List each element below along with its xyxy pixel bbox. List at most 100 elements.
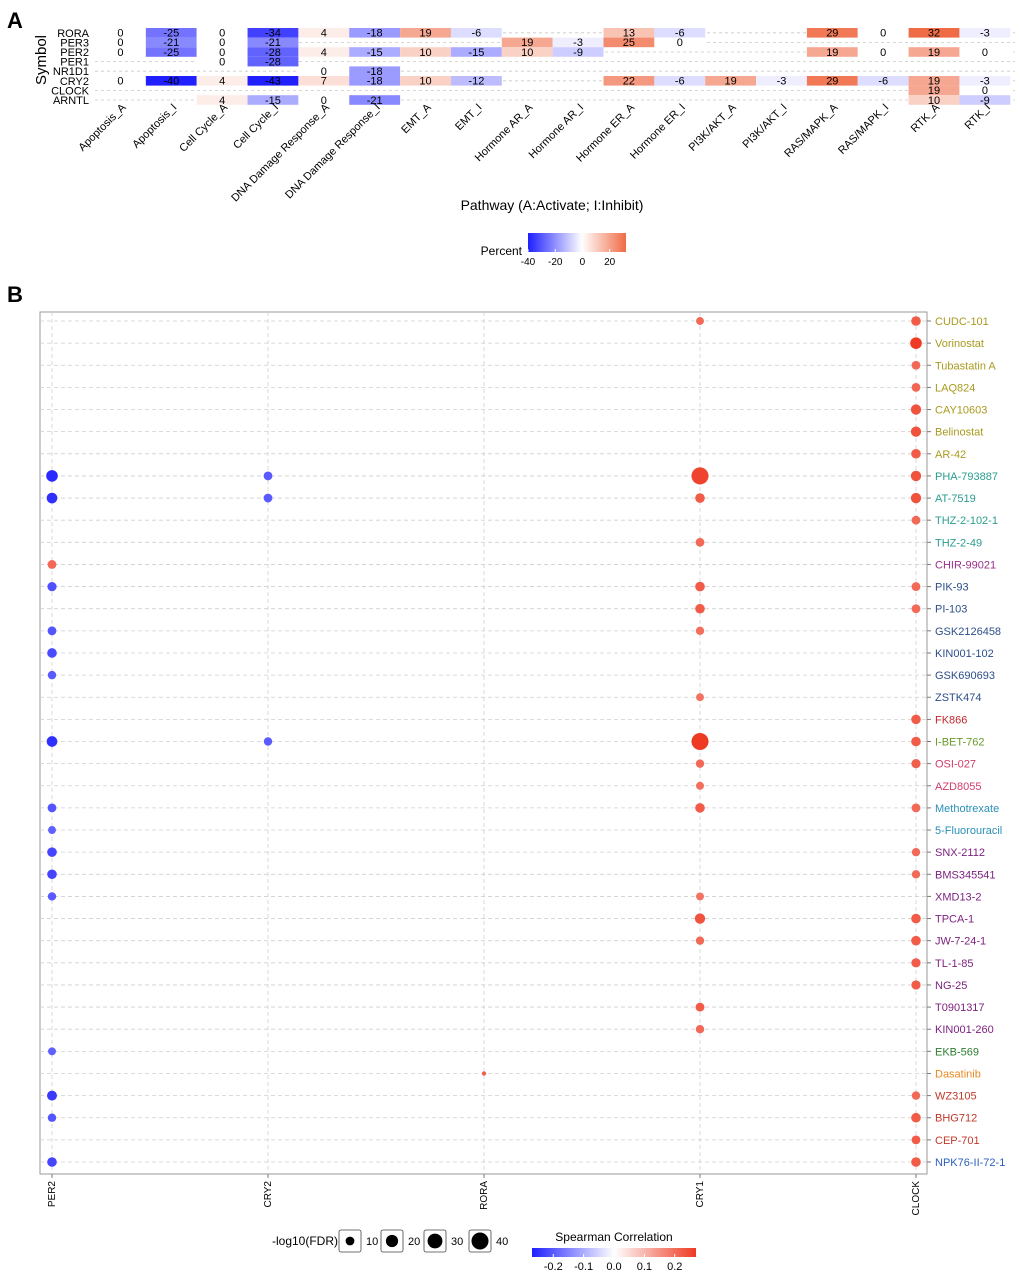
- heatmap-column-label-emt-a: EMT_A: [399, 101, 434, 136]
- heatmap-cell-cry2-cell-cycle-a: [196, 76, 248, 86]
- dotplot-drug-label-kin001-102: KIN001-102: [935, 648, 994, 660]
- heatmap-cell-value: 4: [219, 76, 225, 88]
- heatmap-cell-value: -6: [675, 76, 685, 88]
- heatmap-cell-rora-cell-cycle-i: [247, 28, 299, 38]
- dotplot-drug-label-ar-42: AR-42: [935, 449, 966, 461]
- heatmap-cell-per2-dna-damage-response-a: [298, 47, 350, 57]
- heatmap-cell-value: 19: [521, 37, 533, 49]
- heatmap-cell-clock-rtk-a: [908, 85, 960, 96]
- heatmap-column-label-emt-i: EMT_I: [453, 102, 484, 133]
- dotplot-gene-labels: PER2 CRY2 RORA CRY1 CLOCK: [47, 1174, 922, 1215]
- dotplot-point-clock-methotrexate: [911, 803, 921, 813]
- heatmap-cell-cry2-emt-i: [450, 76, 502, 86]
- dotplot-point-clock-ar-42: [911, 448, 921, 459]
- dotplot-drug-label-kin001-260: KIN001-260: [935, 1024, 994, 1036]
- dotplot-frame: [39, 311, 928, 1175]
- dotplot-point-per2-bhg712: [47, 1113, 57, 1122]
- dotplot-point-cry1-pi-103: [695, 603, 705, 614]
- dotplot-point-cry1-cudc-101: [696, 317, 704, 325]
- dotplot-point-clock-tl-1-85: [911, 958, 921, 968]
- size-legend-key-label: 30: [451, 1236, 463, 1248]
- dotplot-point-clock-bhg712: [911, 1112, 921, 1123]
- dotplot-point-cry1-tpca-1: [694, 913, 706, 924]
- heatmap-cell-cry2-hormone-er-a: [603, 76, 655, 86]
- size-legend-key-dot: [345, 1236, 355, 1246]
- heatmap-column-label-pi3k-akt-a: PI3K/AKT_A: [687, 101, 740, 154]
- correlation-legend-tick-label: 0.2: [667, 1261, 682, 1273]
- dotplot-drug-label-pha-793887: PHA-793887: [935, 471, 998, 483]
- dotplot-point-per2-wz3105: [47, 1090, 57, 1101]
- dotplot-drug-label-at-7519: AT-7519: [935, 493, 976, 505]
- heatmap-y-axis-title: Symbol: [33, 35, 50, 85]
- heatmap-row-label-clock: CLOCK: [51, 85, 90, 97]
- heatmap-cell-cry2-rtk-i: [959, 76, 1011, 86]
- size-legend-key-dot: [427, 1233, 443, 1249]
- heatmap-cell-per1-cell-cycle-a: [196, 56, 248, 67]
- heatmap-cell-rora-emt-i: [450, 28, 502, 38]
- correlation-legend-tick-label: -0.1: [574, 1261, 593, 1273]
- heatmap-cell-cry2-rtk-a: [908, 76, 960, 86]
- heatmap-cell-per2-hormone-ar-a: [501, 47, 553, 57]
- heatmap-cell-value: 0: [117, 76, 123, 88]
- dotplot-drug-label-azd8055: AZD8055: [935, 781, 981, 793]
- heatmap-cell-value: 4: [321, 47, 327, 59]
- heatmap-cell-cry2-ras-mapk-a: [806, 76, 858, 86]
- heatmap-cell-cry2-pi3k-akt-a: [705, 76, 757, 86]
- heatmap-cell-value: 0: [677, 37, 683, 49]
- heatmap-cell-value: 19: [928, 76, 940, 88]
- heatmap-cell-clock-rtk-i: [959, 85, 1011, 96]
- heatmap-cell-value: 0: [219, 28, 225, 40]
- dotplot-gene-label-rora: RORA: [479, 1181, 490, 1210]
- correlation-legend-colorbar: [532, 1248, 696, 1257]
- heatmap-legend-ticks: -40 -20 0 20: [521, 249, 616, 268]
- heatmap-cell-per2-hormone-ar-i: [552, 47, 604, 57]
- dotplot-point-per2-xmd13-2: [47, 892, 57, 901]
- heatmap-cell-arntl-rtk-a: [908, 95, 960, 105]
- heatmap-legend-title: Percent: [481, 244, 523, 258]
- dotplot-point-clock-laq824: [911, 382, 921, 392]
- heatmap-cell-value: 10: [419, 47, 431, 59]
- heatmap-cell-per3-cell-cycle-a: [196, 37, 248, 48]
- dotplot-drug-label-thz-2-49: THZ-2-49: [935, 537, 982, 549]
- heatmap-cell-value: 29: [826, 28, 838, 40]
- dotplot-point-clock-vorinostat: [910, 337, 922, 349]
- dotplot-drug-label-i-bet-762: I-BET-762: [935, 737, 985, 749]
- heatmap-cell-per3-apoptosis-i: [145, 37, 197, 48]
- dotplot-drug-label-thz-2-102-1: THZ-2-102-1: [935, 515, 998, 527]
- panel-b: B CUDC-101 Vorinostat Tubastatin A LAQ824 CA…: [7, 282, 1005, 1273]
- heatmap-row-label-per3: PER3: [60, 37, 89, 49]
- heatmap-cell-value: -34: [265, 28, 281, 40]
- heatmap-cell-rora-ras-mapk-i: [857, 28, 909, 38]
- dotplot-point-per2-at-7519: [46, 492, 58, 504]
- dotplot-point-clock-bms345541: [911, 870, 921, 879]
- heatmap-cell-per3-cell-cycle-i: [247, 37, 299, 48]
- heatmap-cell-value: -40: [163, 76, 179, 88]
- heatmap-cell-value: 0: [219, 56, 225, 68]
- dotplot-point-cry1-gsk2126458: [695, 626, 705, 636]
- heatmap-cell-per2-emt-a: [400, 47, 451, 57]
- heatmap-cell-value: 10: [928, 95, 940, 107]
- dotplot-point-cry1-t0901317: [695, 1002, 705, 1012]
- heatmap-cell-per2-apoptosis-i: [145, 47, 197, 57]
- dotplot-drug-label-fk866: FK866: [935, 714, 967, 726]
- heatmap-cell-cry2-cell-cycle-i: [247, 76, 299, 86]
- dotplot-point-clock-pha-793887: [910, 470, 922, 482]
- dotplot-point-cry1-i-bet-762: [691, 732, 709, 751]
- heatmap-cell-value: 13: [623, 28, 635, 40]
- heatmap-cell-per2-ras-mapk-i: [857, 47, 909, 57]
- dotplot-point-rora-dasatinib: [481, 1071, 487, 1076]
- heatmap-cell-value: 0: [321, 95, 327, 107]
- heatmap-cell-per2-ras-mapk-a: [806, 47, 858, 57]
- dotplot-point-per2-methotrexate: [47, 803, 57, 813]
- dotplot-points: [46, 316, 922, 1167]
- heatmap-cell-arntl-dna-damage-response-a: [298, 95, 350, 105]
- heatmap-cell-cry2-dna-damage-response-a: [298, 76, 350, 86]
- dotplot-point-clock-wz3105: [911, 1091, 921, 1100]
- heatmap-column-label-dna-damage-response-i: DNA Damage Response_I: [283, 102, 383, 202]
- dotplot-point-cry1-osi-027: [695, 759, 705, 768]
- heatmap-legend-tick-label: -40: [521, 257, 536, 268]
- dotplot-point-per2-gsk690693: [47, 670, 57, 680]
- heatmap-cell-value: -28: [265, 47, 281, 59]
- panel-a: A Symbol RORAPER3PER2PER1NR1D1CRY2CLOCKA…: [7, 8, 1015, 268]
